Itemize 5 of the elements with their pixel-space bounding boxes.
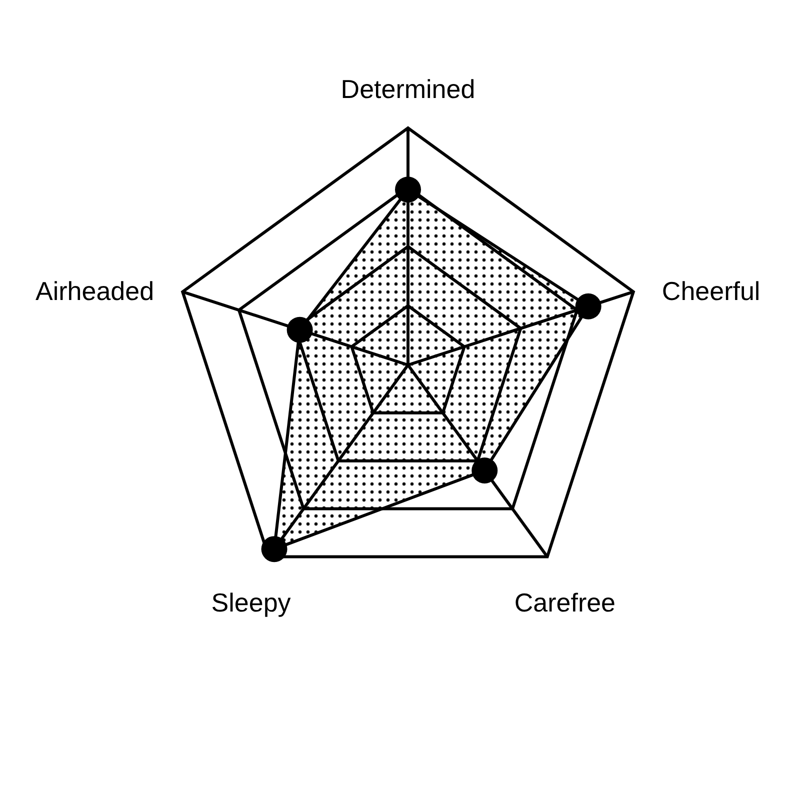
spoke-label: Cheerful: [662, 276, 760, 306]
spoke-label: Sleepy: [211, 588, 291, 618]
spoke-label: Determined: [340, 74, 476, 104]
spoke-label: Carefree: [514, 588, 616, 618]
spoke-label: Airheaded: [36, 276, 154, 306]
